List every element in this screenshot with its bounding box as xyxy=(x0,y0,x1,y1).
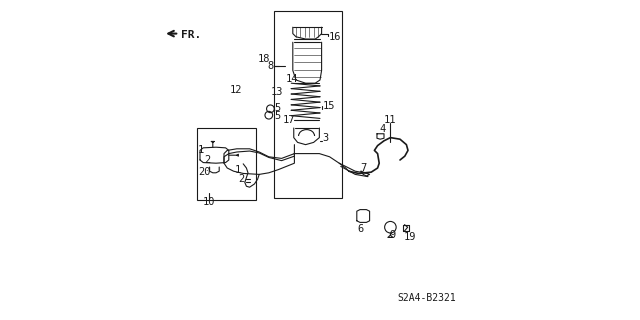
Text: FR.: FR. xyxy=(182,29,202,40)
Text: 9: 9 xyxy=(390,230,396,240)
Text: 8: 8 xyxy=(268,60,273,71)
Text: 13: 13 xyxy=(270,87,283,97)
Text: 15: 15 xyxy=(323,100,335,111)
Text: 5: 5 xyxy=(275,103,281,113)
Text: 19: 19 xyxy=(404,232,417,243)
Text: 12: 12 xyxy=(230,85,243,95)
Text: 7: 7 xyxy=(360,163,366,173)
Text: 5: 5 xyxy=(275,111,281,121)
Text: 14: 14 xyxy=(285,74,298,84)
Text: 16: 16 xyxy=(329,32,342,42)
Text: 10: 10 xyxy=(204,197,216,207)
Text: 11: 11 xyxy=(383,115,396,125)
Text: 3: 3 xyxy=(323,132,329,143)
Text: 1: 1 xyxy=(198,145,204,155)
Text: S2A4-B2321: S2A4-B2321 xyxy=(398,293,456,303)
Text: 1: 1 xyxy=(234,165,241,175)
Text: 20: 20 xyxy=(198,167,211,177)
Text: 2: 2 xyxy=(204,155,211,165)
Text: 18: 18 xyxy=(258,54,270,64)
Text: 2: 2 xyxy=(238,173,244,184)
Text: 4: 4 xyxy=(380,124,386,134)
Text: 17: 17 xyxy=(282,115,295,125)
Text: 6: 6 xyxy=(358,224,364,234)
